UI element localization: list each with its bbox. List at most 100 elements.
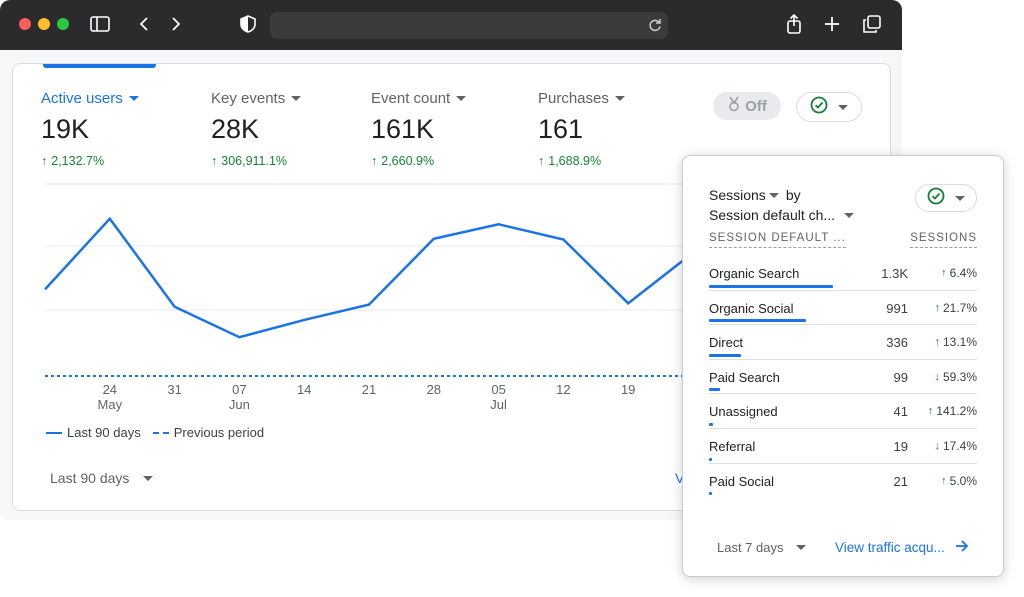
- row-change: ↓ 59.3%: [934, 370, 977, 384]
- row-change: ↑ 5.0%: [941, 474, 977, 488]
- check-circle-icon: [810, 96, 828, 119]
- arrow-up-icon: ↑: [927, 405, 934, 418]
- caret-down-icon: [955, 195, 965, 201]
- row-channel-name: Referral: [709, 438, 756, 454]
- column-header-dimension[interactable]: SESSION DEFAULT ...: [709, 232, 846, 248]
- row-sessions-value: 1.3K: [881, 266, 908, 281]
- forward-icon[interactable]: [164, 12, 188, 36]
- row-change-value: 59.3%: [942, 369, 977, 384]
- status-dropdown[interactable]: [796, 92, 862, 122]
- status-dropdown[interactable]: [915, 184, 977, 212]
- caret-down-icon[interactable]: [844, 212, 855, 218]
- link-label: View traffic acqu...: [835, 540, 945, 555]
- dimension-selector[interactable]: Session default ch...: [709, 207, 836, 223]
- insights-toggle[interactable]: Off: [713, 92, 781, 120]
- table-row[interactable]: Organic Search 1.3K ↑ 6.4%: [709, 256, 977, 291]
- check-circle-icon: [927, 187, 945, 210]
- minimize-window-button[interactable]: [38, 18, 50, 30]
- row-share-bar: [709, 457, 712, 461]
- table-row[interactable]: Direct 336 ↑ 13.1%: [709, 325, 977, 360]
- row-share-bar: [709, 422, 714, 426]
- metric-active-users[interactable]: Active users 19K ↑ 2,132.7%: [41, 90, 139, 168]
- row-channel-name: Paid Social: [709, 473, 775, 489]
- row-channel-name: Paid Search: [709, 369, 780, 385]
- table-row[interactable]: Paid Search 99 ↓ 59.3%: [709, 360, 977, 395]
- metric-delta: ↑ 2,660.9%: [371, 154, 435, 168]
- caret-down-icon[interactable]: [768, 192, 779, 198]
- close-window-button[interactable]: [19, 18, 31, 30]
- table-row[interactable]: Organic Social 991 ↑ 21.7%: [709, 291, 977, 326]
- metric-label[interactable]: Active users: [41, 90, 139, 107]
- date-range-dropdown[interactable]: Last 90 days: [50, 470, 154, 486]
- metric-selector[interactable]: Sessions: [709, 187, 766, 203]
- medal-icon: [727, 96, 741, 116]
- x-tick-month-label: May: [98, 397, 123, 412]
- row-change: ↑ 13.1%: [934, 335, 977, 349]
- x-tick-label: 28: [427, 382, 441, 397]
- x-tick-label: 05: [491, 382, 505, 397]
- row-share-bar: [709, 284, 833, 288]
- row-change-value: 13.1%: [942, 335, 977, 350]
- card-date-range-dropdown[interactable]: Last 7 days: [717, 540, 806, 555]
- tabs-icon[interactable]: [860, 12, 884, 36]
- sessions-card: Sessions by Session default ch... SESSIO…: [682, 155, 1004, 577]
- arrow-down-icon: ↓: [934, 439, 940, 452]
- row-change-value: 21.7%: [942, 300, 977, 315]
- row-sessions-value: 991: [886, 300, 908, 316]
- view-traffic-acquisition-link[interactable]: View traffic acqu...: [835, 539, 969, 556]
- arrow-up-icon: ↑: [41, 154, 48, 168]
- x-tick-label: 07: [232, 382, 246, 397]
- reload-icon[interactable]: [648, 17, 662, 38]
- table-row[interactable]: Unassigned 41 ↑ 141.2%: [709, 394, 977, 429]
- legend-label: Previous period: [173, 425, 265, 440]
- metric-delta: ↑ 2,132.7%: [41, 154, 105, 168]
- x-tick-label: 31: [167, 382, 181, 397]
- row-sessions-value: 336: [886, 335, 908, 351]
- caret-down-icon: [795, 545, 806, 550]
- column-header-sessions[interactable]: SESSIONS: [910, 232, 977, 248]
- row-sessions-value: 41: [893, 404, 908, 420]
- row-change: ↑ 6.4%: [941, 266, 977, 280]
- active-tab-indicator: [43, 64, 156, 68]
- chart-legend: Last 90 days Previous period: [46, 425, 264, 440]
- x-tick-month-label: Jun: [229, 397, 250, 412]
- maximize-window-button[interactable]: [57, 18, 69, 30]
- metric-key-events[interactable]: Key events 28K ↑ 306,911.1%: [211, 90, 302, 168]
- metric-delta: ↑ 306,911.1%: [211, 154, 288, 168]
- caret-down-icon: [128, 96, 139, 101]
- metric-value: 161K: [371, 114, 435, 144]
- sessions-table: Organic Search 1.3K ↑ 6.4% Organic Social 991…: [709, 256, 977, 497]
- x-tick-label: 14: [297, 382, 311, 397]
- new-tab-icon[interactable]: [820, 12, 844, 36]
- metric-event-count[interactable]: Event count 161K ↑ 2,660.9%: [371, 90, 467, 168]
- row-change-value: 141.2%: [936, 404, 977, 419]
- row-change: ↑ 141.2%: [928, 404, 977, 418]
- table-row[interactable]: Paid Social 21 ↑ 5.0%: [709, 464, 977, 498]
- shield-icon[interactable]: [236, 12, 260, 36]
- table-row[interactable]: Referral 19 ↓ 17.4%: [709, 429, 977, 464]
- arrow-up-icon: ↑: [371, 154, 378, 168]
- row-sessions-value: 99: [893, 369, 908, 385]
- x-tick-label: 19: [621, 382, 635, 397]
- address-bar[interactable]: [270, 12, 668, 39]
- metric-label[interactable]: Purchases: [538, 90, 625, 107]
- sidebar-icon[interactable]: [88, 12, 112, 36]
- row-change-value: 17.4%: [942, 438, 977, 453]
- caret-down-icon: [838, 104, 848, 110]
- metric-value: 19K: [41, 114, 90, 144]
- legend-swatch-solid: [46, 431, 62, 434]
- metric-label[interactable]: Key events: [211, 90, 302, 107]
- back-icon[interactable]: [132, 12, 156, 36]
- x-tick-label: 24: [103, 382, 117, 397]
- row-change-value: 5.0%: [949, 473, 977, 488]
- date-range-label: Last 7 days: [717, 540, 784, 555]
- metric-value: 28K: [211, 114, 260, 144]
- share-icon[interactable]: [782, 12, 806, 36]
- view-report-link[interactable]: V: [675, 470, 685, 486]
- metric-purchases[interactable]: Purchases 161 ↑ 1,688.9%: [538, 90, 625, 168]
- card-title: Sessions by Session default ch...: [709, 185, 855, 225]
- row-channel-name: Organic Social: [709, 300, 794, 316]
- metric-label[interactable]: Event count: [371, 90, 467, 107]
- arrow-up-icon: ↑: [941, 267, 947, 279]
